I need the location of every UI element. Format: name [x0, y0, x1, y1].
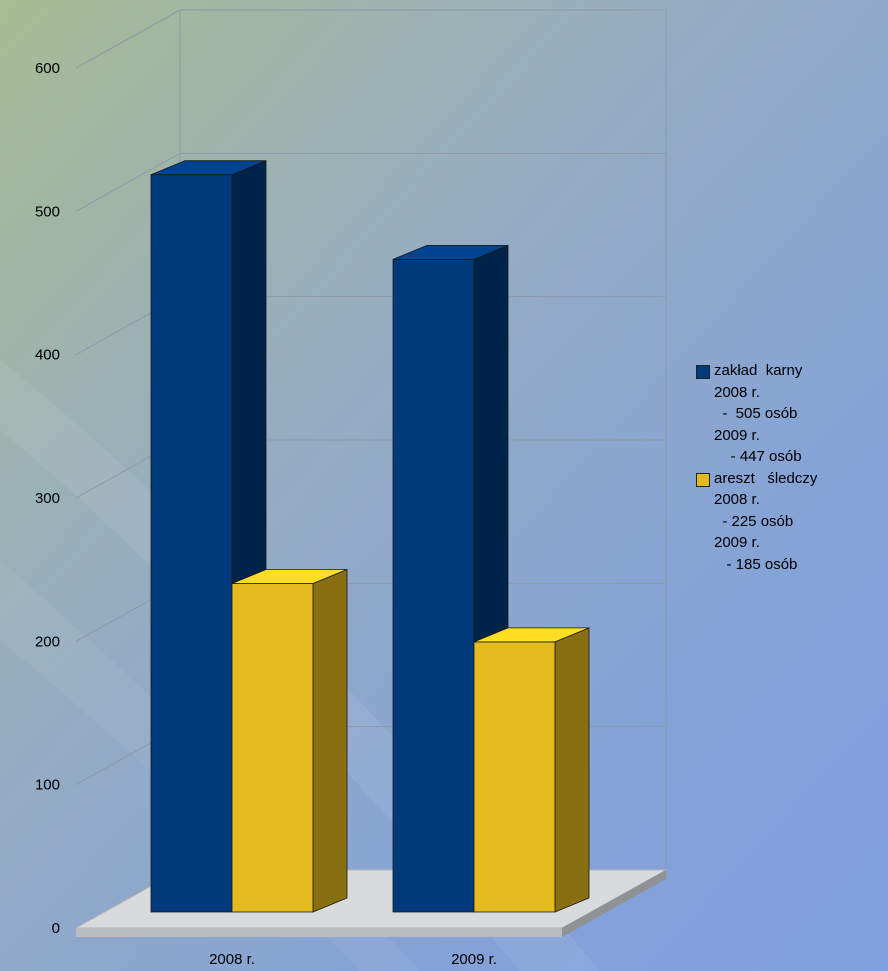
y-tick-label: 400 [35, 347, 60, 364]
x-tick-label: 2009 r. [451, 951, 497, 968]
y-tick-label: 0 [52, 920, 60, 937]
bar-front [473, 641, 556, 913]
legend-text: areszt śledczy [714, 469, 818, 487]
bar [231, 568, 348, 913]
legend-text: 2008 r. [714, 491, 760, 508]
bar-front [231, 583, 314, 913]
y-tick-label: 100 [35, 777, 60, 794]
legend-entry-zaklad-karny: zakład karny 2008 r. - 505 osób 2009 r. … [694, 360, 884, 468]
bar-top [150, 160, 267, 176]
bar-side [554, 627, 590, 913]
bars [150, 160, 590, 913]
bar-top [231, 569, 348, 584]
y-tick-label: 500 [35, 203, 60, 220]
legend-text: zakład karny [714, 362, 803, 379]
legend-text: 2009 r. [714, 534, 760, 551]
gridline [75, 9, 666, 69]
bar [473, 627, 590, 913]
bar-side [312, 568, 348, 913]
y-tick-label: 200 [35, 633, 60, 650]
legend-text: - 225 osób [714, 512, 794, 530]
bar-top [392, 244, 509, 260]
legend-text: - 447 osób [714, 448, 802, 465]
legend-text: - 185 osób [714, 555, 798, 573]
gridline [75, 152, 666, 212]
legend-text: - 505 osób [714, 405, 798, 422]
legend-swatch-series-2 [696, 472, 710, 487]
legend-swatch-series-1 [696, 365, 710, 379]
y-tick-label: 300 [35, 490, 60, 507]
y-axis-ticks: 0 100 200 300 400 500 600 [35, 60, 60, 937]
floor-side-edge [562, 870, 666, 937]
legend-entry-areszt-sledczy: areszt śledczy 2008 r. - 225 osób 2009 r… [694, 468, 884, 576]
bar-top [473, 627, 590, 643]
x-axis-ticks: 2008 r. 2009 r. [209, 951, 497, 968]
legend-text: 2009 r. [714, 426, 760, 444]
y-tick-label: 600 [35, 60, 60, 77]
x-tick-label: 2008 r. [209, 951, 255, 968]
legend-text: 2008 r. [714, 383, 760, 401]
bar-front [150, 174, 233, 913]
bar-front [392, 258, 475, 913]
legend: zakład karny 2008 r. - 505 osób 2009 r. … [694, 360, 884, 575]
floor-front-edge [76, 928, 562, 937]
